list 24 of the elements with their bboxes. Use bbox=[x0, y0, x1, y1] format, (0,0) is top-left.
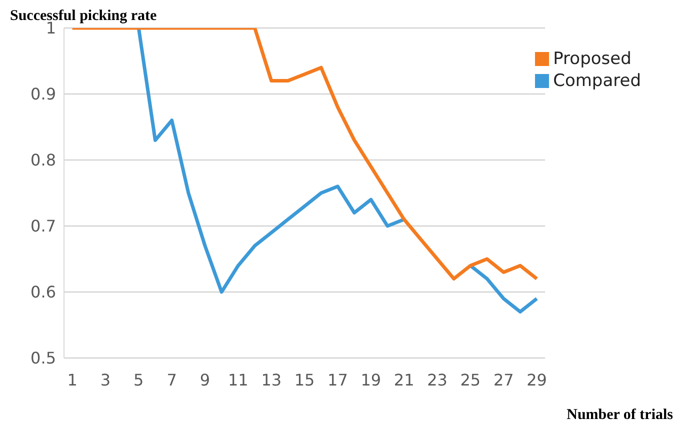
x-tick-label: 15 bbox=[294, 370, 315, 390]
x-tick-label: 13 bbox=[261, 370, 282, 390]
x-tick-label: 9 bbox=[200, 370, 210, 390]
x-tick-label: 1 bbox=[67, 370, 78, 390]
y-tick-label: 0.8 bbox=[30, 150, 56, 170]
legend-label: Proposed bbox=[553, 49, 632, 69]
x-tick-label: 19 bbox=[360, 370, 382, 390]
legend-label: Compared bbox=[553, 71, 641, 91]
x-tick-label: 23 bbox=[427, 370, 448, 390]
x-tick-label: 17 bbox=[328, 370, 348, 390]
y-tick-label: 0.9 bbox=[30, 84, 56, 104]
x-axis-title: Number of trials bbox=[566, 407, 673, 424]
y-tick-label: 0.6 bbox=[30, 282, 56, 302]
line-series bbox=[70, 28, 539, 281]
x-tick-label: 21 bbox=[394, 370, 414, 390]
x-tick-label: 5 bbox=[134, 370, 144, 390]
x-tick-label: 7 bbox=[166, 370, 177, 390]
x-tick-label: 27 bbox=[493, 370, 514, 390]
x-tick-label: 11 bbox=[228, 370, 248, 390]
x-tick-label: 3 bbox=[100, 370, 111, 390]
y-tick-label: 0.7 bbox=[30, 216, 56, 236]
y-tick-label: 0.5 bbox=[30, 348, 56, 368]
x-tick-label: 25 bbox=[460, 370, 481, 390]
x-tick-label: 29 bbox=[526, 370, 547, 390]
